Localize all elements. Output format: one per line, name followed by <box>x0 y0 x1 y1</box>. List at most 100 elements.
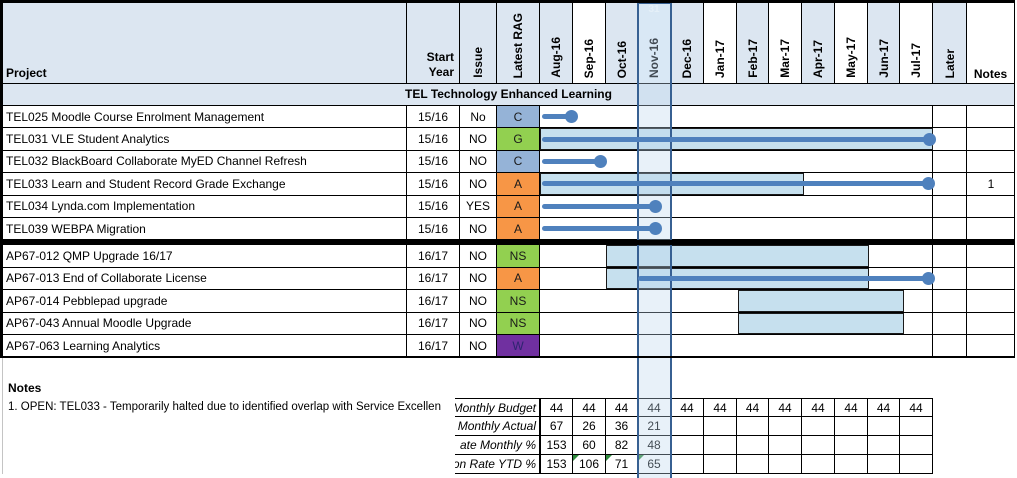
budget-value-cell[interactable] <box>671 455 704 475</box>
project-column-header[interactable]: Project <box>2 2 407 84</box>
budget-value-cell[interactable] <box>769 436 802 456</box>
note-ref-cell[interactable] <box>967 196 1015 217</box>
month-header-apr-17[interactable]: Apr-17 <box>802 2 835 84</box>
rag-status-cell[interactable]: A <box>497 267 540 290</box>
budget-value-cell[interactable] <box>900 436 933 456</box>
start-year-cell[interactable]: 15/16 <box>407 150 460 173</box>
project-name-cell[interactable]: AP67-013 End of Collaborate License <box>2 267 407 290</box>
issue-cell[interactable]: NO <box>460 312 497 334</box>
budget-value-cell[interactable]: 44 <box>704 398 737 418</box>
issue-cell[interactable]: NO <box>460 128 497 150</box>
issue-cell[interactable]: NO <box>460 335 497 357</box>
issue-cell[interactable]: NO <box>460 245 497 267</box>
budget-value-cell[interactable]: 82 <box>606 436 638 456</box>
later-column-header[interactable]: Later <box>933 2 967 84</box>
budget-value-cell[interactable]: 60 <box>573 436 606 456</box>
budget-value-cell[interactable] <box>868 417 900 437</box>
budget-value-cell[interactable] <box>802 455 835 475</box>
budget-value-cell[interactable] <box>704 455 737 475</box>
project-name-cell[interactable]: TEL039 WEBPA Migration <box>2 218 407 240</box>
rag-status-cell[interactable]: NS <box>497 290 540 312</box>
budget-value-cell[interactable] <box>835 417 868 437</box>
budget-value-cell[interactable]: 71 <box>606 455 638 475</box>
budget-value-cell[interactable] <box>671 436 704 456</box>
issue-cell[interactable]: NO <box>460 218 497 240</box>
month-header-jun-17[interactable]: Jun-17 <box>868 2 900 84</box>
project-name-cell[interactable]: TEL031 VLE Student Analytics <box>2 128 407 150</box>
budget-value-cell[interactable] <box>835 455 868 475</box>
note-ref-cell[interactable] <box>967 128 1015 149</box>
budget-value-cell[interactable]: 106 <box>573 455 606 475</box>
budget-value-cell[interactable] <box>704 417 737 437</box>
budget-value-cell[interactable] <box>868 455 900 475</box>
budget-value-cell[interactable] <box>900 417 933 437</box>
month-header-oct-16[interactable]: Oct-16 <box>606 2 638 84</box>
rag-status-cell[interactable]: C <box>497 106 540 128</box>
issue-cell[interactable]: No <box>460 106 497 128</box>
rag-status-cell[interactable]: W <box>497 335 540 357</box>
budget-value-cell[interactable] <box>737 436 769 456</box>
budget-value-cell[interactable] <box>671 417 704 437</box>
budget-value-cell[interactable]: 36 <box>606 417 638 437</box>
issue-cell[interactable]: NO <box>460 267 497 290</box>
start-year-cell[interactable]: 16/17 <box>407 290 460 312</box>
project-name-cell[interactable]: AP67-043 Annual Moodle Upgrade <box>2 312 407 334</box>
budget-value-cell[interactable]: 44 <box>671 398 704 418</box>
rag-status-cell[interactable]: NS <box>497 312 540 334</box>
project-name-cell[interactable]: AP67-014 Pebblepad upgrade <box>2 290 407 312</box>
start-year-cell[interactable]: 15/16 <box>407 195 460 217</box>
section-header-row[interactable]: TEL Technology Enhanced Learning <box>2 84 1015 106</box>
budget-value-cell[interactable] <box>769 455 802 475</box>
project-name-cell[interactable]: TEL034 Lynda.com Implementation <box>2 195 407 217</box>
note-ref-cell[interactable] <box>967 106 1015 127</box>
budget-value-cell[interactable] <box>835 436 868 456</box>
issue-cell[interactable]: NO <box>460 150 497 173</box>
note-ref-cell[interactable] <box>967 218 1015 239</box>
project-name-cell[interactable]: TEL032 BlackBoard Collaborate MyED Chann… <box>2 150 407 173</box>
budget-value-cell[interactable]: 44 <box>835 398 868 418</box>
month-header-may-17[interactable]: May-17 <box>835 2 868 84</box>
start-year-cell[interactable]: 15/16 <box>407 218 460 240</box>
issue-cell[interactable]: YES <box>460 195 497 217</box>
start-year-cell[interactable]: 16/17 <box>407 312 460 334</box>
budget-value-cell[interactable]: 44 <box>540 398 573 418</box>
month-header-mar-17[interactable]: Mar-17 <box>769 2 802 84</box>
project-name-cell[interactable]: AP67-012 QMP Upgrade 16/17 <box>2 245 407 267</box>
issue-column-header[interactable]: Issue <box>460 2 497 84</box>
note-ref-cell[interactable] <box>967 335 1015 356</box>
budget-value-cell[interactable] <box>802 417 835 437</box>
budget-value-cell[interactable]: 153 <box>540 455 573 475</box>
budget-value-cell[interactable]: 26 <box>573 417 606 437</box>
start-year-cell[interactable]: 16/17 <box>407 335 460 357</box>
budget-value-cell[interactable] <box>737 455 769 475</box>
note-ref-cell[interactable] <box>967 268 1015 289</box>
rag-status-cell[interactable]: NS <box>497 245 540 267</box>
project-name-cell[interactable]: AP67-063 Learning Analytics <box>2 335 407 357</box>
budget-value-cell[interactable] <box>868 436 900 456</box>
budget-value-cell[interactable] <box>900 455 933 475</box>
month-header-feb-17[interactable]: Feb-17 <box>737 2 769 84</box>
budget-value-cell[interactable] <box>802 436 835 456</box>
note-ref-cell[interactable] <box>967 290 1015 311</box>
note-ref-cell[interactable] <box>967 245 1015 266</box>
budget-value-cell[interactable]: 44 <box>606 398 638 418</box>
rag-status-cell[interactable]: A <box>497 218 540 240</box>
month-header-sep-16[interactable]: Sep-16 <box>573 2 606 84</box>
month-header-aug-16[interactable]: Aug-16 <box>540 2 573 84</box>
rag-status-cell[interactable]: A <box>497 195 540 217</box>
issue-cell[interactable]: NO <box>460 290 497 312</box>
note-ref-cell[interactable] <box>967 313 1015 334</box>
budget-value-cell[interactable]: 44 <box>737 398 769 418</box>
budget-value-cell[interactable]: 44 <box>900 398 933 418</box>
issue-cell[interactable]: NO <box>460 173 497 195</box>
start-year-cell[interactable]: 15/16 <box>407 128 460 150</box>
budget-value-cell[interactable]: 44 <box>868 398 900 418</box>
budget-value-cell[interactable]: 67 <box>540 417 573 437</box>
start-year-cell[interactable]: 15/16 <box>407 173 460 195</box>
note-ref-cell[interactable]: 1 <box>967 173 1015 194</box>
start-year-cell[interactable]: 16/17 <box>407 245 460 267</box>
notes-column-header[interactable]: Notes <box>967 2 1015 84</box>
note-ref-cell[interactable] <box>967 151 1015 172</box>
month-header-jul-17[interactable]: Jul-17 <box>900 2 933 84</box>
budget-value-cell[interactable]: 153 <box>540 436 573 456</box>
